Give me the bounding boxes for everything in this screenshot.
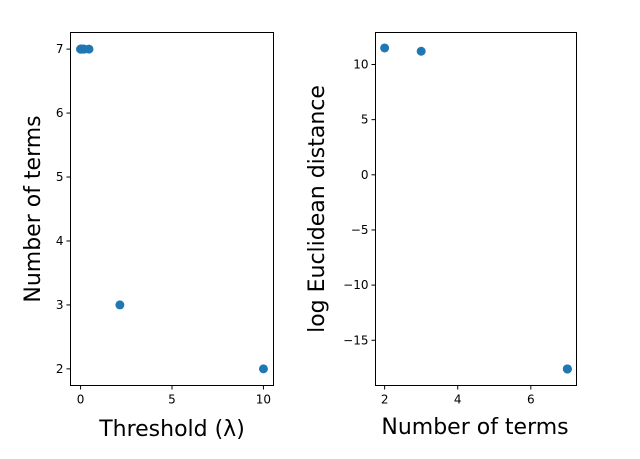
- y-tick-label: 7: [56, 42, 64, 56]
- terms-vs-distance-panel: 2 4 6 10 5 0 −5 −10 −15 Number of terms log Eucl…: [305, 32, 577, 440]
- y-tick-label: 5: [56, 170, 64, 184]
- plot-frame: [70, 32, 274, 386]
- y-axis-title: log Euclidean distance: [305, 85, 330, 333]
- data-point: [84, 44, 94, 54]
- y-tick-label: 5: [361, 113, 369, 127]
- y-tick-label: 6: [56, 106, 64, 120]
- plot-frame: [375, 32, 577, 386]
- data-point: [416, 46, 426, 56]
- tick-group: 0 5 10 2 3 4 5 6 7: [56, 42, 271, 406]
- y-tick-label: −15: [343, 333, 368, 347]
- y-tick-label: −5: [351, 223, 369, 237]
- x-tick-label: 0: [77, 393, 85, 407]
- data-point: [258, 364, 268, 374]
- x-tick-label: 6: [527, 393, 535, 407]
- tick-group: 2 4 6 10 5 0 −5 −10 −15: [343, 57, 534, 406]
- x-axis-title: Number of terms: [381, 415, 568, 440]
- x-tick-label: 10: [256, 393, 271, 407]
- y-tick-label: 3: [56, 298, 64, 312]
- data-point: [115, 300, 125, 310]
- y-tick-label: 4: [56, 234, 64, 248]
- data-point: [562, 364, 572, 374]
- x-tick-label: 2: [381, 393, 389, 407]
- x-tick-label: 5: [168, 393, 176, 407]
- y-tick-label: 2: [56, 362, 64, 376]
- threshold-vs-terms-panel: 0 5 10 2 3 4 5 6 7 Threshold (λ) Number of terms: [21, 32, 274, 442]
- points-group: [76, 44, 268, 374]
- y-axis-title: Number of terms: [21, 115, 46, 302]
- x-tick-label: 4: [454, 393, 462, 407]
- points-group: [380, 43, 572, 374]
- x-axis-title: Threshold (λ): [98, 417, 245, 442]
- y-tick-label: −10: [343, 278, 368, 292]
- data-point: [380, 43, 390, 53]
- y-tick-label: 0: [361, 168, 369, 182]
- y-tick-label: 10: [353, 57, 368, 71]
